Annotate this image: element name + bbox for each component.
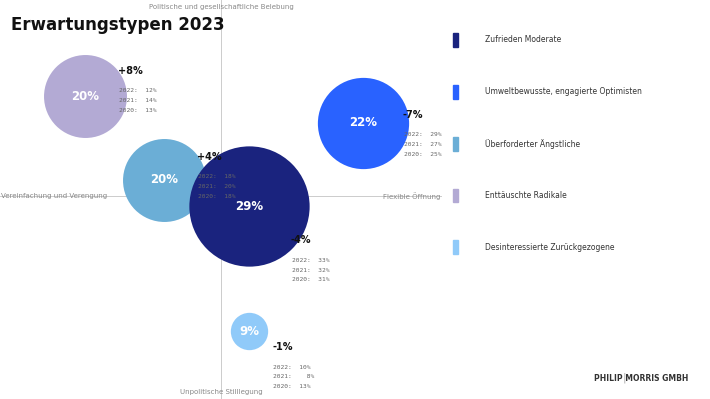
Text: Unpolitische Stilllegung: Unpolitische Stilllegung: [180, 389, 263, 395]
Text: Enttäuschte Radikale: Enttäuschte Radikale: [485, 191, 567, 200]
Text: Überforderter Ängstliche: Überforderter Ängstliche: [485, 139, 580, 148]
Text: 2020:  13%: 2020: 13%: [119, 108, 156, 113]
Text: PHILIP MORRIS GMBH: PHILIP MORRIS GMBH: [594, 374, 689, 383]
Text: 20%: 20%: [151, 174, 178, 186]
FancyBboxPatch shape: [453, 33, 458, 47]
Point: [244, 328, 255, 334]
Text: +4%: +4%: [197, 152, 222, 162]
Text: 22%: 22%: [349, 116, 377, 129]
FancyBboxPatch shape: [453, 136, 458, 150]
Text: 9%: 9%: [239, 325, 259, 338]
Text: Erwartungstypen 2023: Erwartungstypen 2023: [11, 16, 224, 34]
Text: -7%: -7%: [403, 110, 423, 120]
Text: 2020:  31%: 2020: 31%: [292, 277, 329, 282]
Text: Politische und gesellschaftliche Belebung: Politische und gesellschaftliche Belebun…: [148, 4, 293, 10]
Text: Desinteressierte Zurückgezogene: Desinteressierte Zurückgezogene: [485, 243, 614, 252]
Text: |: |: [623, 373, 627, 383]
Text: 2022:  12%: 2022: 12%: [119, 88, 156, 93]
FancyBboxPatch shape: [453, 85, 458, 99]
FancyBboxPatch shape: [453, 189, 458, 203]
Text: 2021:  27%: 2021: 27%: [404, 142, 442, 147]
Text: Vereinfachung und Verengung: Vereinfachung und Verengung: [1, 193, 107, 199]
Point: [158, 177, 170, 183]
Text: 2021:  14%: 2021: 14%: [119, 98, 156, 103]
Text: +8%: +8%: [118, 65, 142, 76]
Text: 2022:  29%: 2022: 29%: [404, 132, 442, 138]
Text: 29%: 29%: [235, 200, 263, 213]
Text: Umweltbewusste, engagierte Optimisten: Umweltbewusste, engagierte Optimisten: [485, 87, 642, 96]
Point: [80, 93, 91, 100]
Text: 2021:    8%: 2021: 8%: [273, 375, 315, 379]
Text: 2021:  32%: 2021: 32%: [292, 268, 329, 273]
Text: 2022:  10%: 2022: 10%: [273, 365, 311, 369]
FancyBboxPatch shape: [453, 240, 458, 255]
Text: 2022:  33%: 2022: 33%: [292, 258, 329, 263]
Text: -1%: -1%: [272, 342, 293, 352]
Text: Zufrieden Moderate: Zufrieden Moderate: [485, 36, 561, 44]
Text: 2022:  18%: 2022: 18%: [198, 174, 236, 179]
Point: [357, 119, 368, 126]
Point: [244, 203, 255, 209]
Text: 2020:  18%: 2020: 18%: [198, 194, 236, 199]
Text: -4%: -4%: [290, 235, 311, 245]
Text: 2020:  25%: 2020: 25%: [404, 152, 442, 157]
Text: 2020:  13%: 2020: 13%: [273, 384, 311, 389]
Text: 2021:  20%: 2021: 20%: [198, 184, 236, 189]
Text: Flexible Öffnung: Flexible Öffnung: [383, 192, 441, 200]
Text: 20%: 20%: [71, 90, 99, 103]
